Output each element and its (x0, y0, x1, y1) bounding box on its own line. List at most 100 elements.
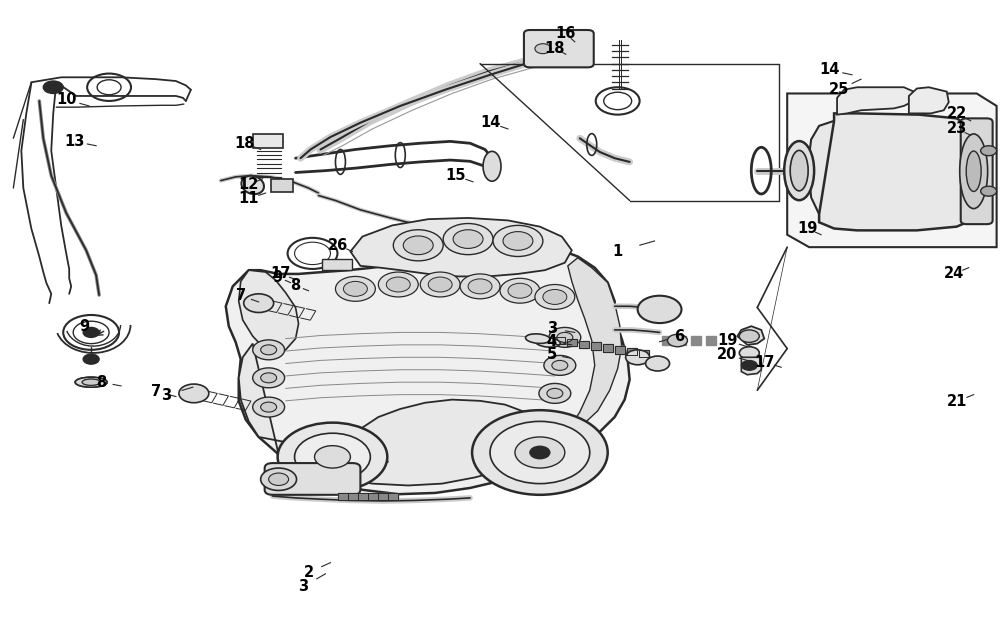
Polygon shape (555, 337, 565, 344)
Text: 8: 8 (96, 375, 106, 390)
Text: 18: 18 (545, 41, 565, 56)
Circle shape (83, 354, 99, 364)
Polygon shape (691, 336, 701, 345)
Circle shape (335, 276, 375, 301)
Ellipse shape (82, 379, 100, 385)
Circle shape (668, 334, 687, 347)
Circle shape (503, 232, 533, 250)
FancyBboxPatch shape (265, 463, 360, 495)
Text: 9: 9 (273, 269, 283, 284)
Polygon shape (662, 336, 672, 345)
Text: 21: 21 (947, 394, 967, 409)
Polygon shape (338, 493, 348, 501)
Text: 5: 5 (547, 348, 557, 362)
Circle shape (43, 81, 63, 94)
Ellipse shape (536, 338, 560, 347)
Circle shape (739, 330, 759, 342)
Text: 7: 7 (151, 384, 161, 399)
Ellipse shape (960, 134, 988, 209)
FancyBboxPatch shape (322, 259, 352, 270)
Polygon shape (706, 336, 716, 345)
Polygon shape (737, 326, 764, 345)
Circle shape (460, 274, 500, 299)
FancyBboxPatch shape (271, 179, 293, 192)
Circle shape (428, 277, 452, 292)
Circle shape (393, 230, 443, 261)
Ellipse shape (784, 141, 814, 200)
Text: 24: 24 (944, 266, 964, 281)
Text: 8: 8 (290, 278, 301, 293)
Circle shape (741, 361, 757, 371)
Ellipse shape (75, 378, 107, 387)
Ellipse shape (966, 151, 981, 191)
Text: 20: 20 (717, 348, 738, 362)
Circle shape (269, 473, 289, 486)
Text: 13: 13 (64, 134, 84, 149)
Text: 4: 4 (547, 334, 557, 349)
Circle shape (508, 283, 532, 298)
Circle shape (386, 277, 410, 292)
Circle shape (420, 272, 460, 297)
Polygon shape (591, 342, 601, 350)
Circle shape (490, 421, 590, 484)
Circle shape (261, 402, 277, 412)
Circle shape (443, 224, 493, 254)
Text: 17: 17 (754, 355, 774, 370)
Circle shape (343, 281, 367, 296)
Ellipse shape (526, 334, 550, 343)
Text: 19: 19 (797, 221, 817, 236)
Text: 7: 7 (236, 288, 246, 303)
Circle shape (535, 284, 575, 309)
Circle shape (515, 437, 565, 468)
Polygon shape (837, 88, 914, 114)
Polygon shape (560, 258, 622, 440)
Text: 9: 9 (79, 319, 89, 334)
Text: 3: 3 (298, 579, 309, 594)
Polygon shape (627, 348, 637, 356)
Polygon shape (226, 242, 630, 494)
Circle shape (253, 397, 285, 417)
Text: 26: 26 (328, 238, 349, 252)
Text: 11: 11 (238, 191, 259, 206)
Text: 15: 15 (445, 168, 465, 183)
FancyBboxPatch shape (524, 30, 594, 68)
Circle shape (378, 272, 418, 297)
Polygon shape (239, 270, 299, 355)
Circle shape (646, 356, 670, 371)
Circle shape (261, 373, 277, 382)
Text: 16: 16 (556, 26, 576, 41)
Circle shape (739, 347, 759, 359)
Text: 18: 18 (234, 136, 255, 151)
Circle shape (179, 384, 209, 402)
Ellipse shape (82, 379, 100, 385)
Polygon shape (350, 218, 572, 276)
Polygon shape (909, 88, 949, 113)
Circle shape (981, 186, 997, 196)
Ellipse shape (790, 151, 808, 191)
Circle shape (547, 388, 563, 398)
Ellipse shape (75, 378, 107, 387)
Circle shape (530, 446, 550, 459)
Polygon shape (819, 113, 969, 231)
Polygon shape (567, 339, 577, 346)
Polygon shape (615, 346, 625, 354)
Text: 3: 3 (161, 388, 171, 402)
Polygon shape (388, 493, 398, 501)
Text: 1: 1 (613, 244, 623, 259)
Circle shape (626, 350, 650, 365)
Polygon shape (579, 341, 589, 348)
Circle shape (261, 468, 297, 491)
Text: 6: 6 (674, 329, 685, 344)
Circle shape (981, 146, 997, 156)
Circle shape (315, 446, 350, 468)
Polygon shape (378, 493, 388, 501)
Polygon shape (677, 336, 686, 345)
Ellipse shape (483, 151, 501, 181)
FancyBboxPatch shape (961, 118, 993, 224)
Circle shape (638, 296, 681, 323)
Text: 14: 14 (480, 115, 500, 130)
Circle shape (549, 328, 581, 348)
Circle shape (261, 345, 277, 355)
Text: 14: 14 (819, 62, 839, 78)
Circle shape (468, 279, 492, 294)
